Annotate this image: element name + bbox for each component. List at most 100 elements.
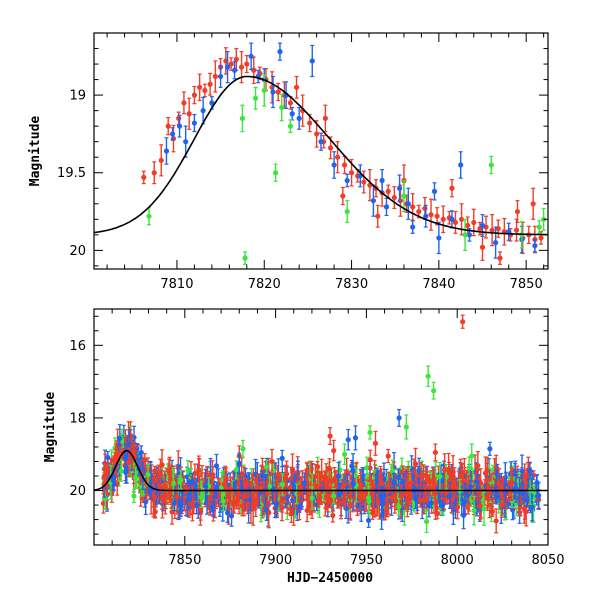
data-point — [460, 314, 466, 329]
data-point — [449, 179, 455, 198]
data-point — [279, 473, 286, 496]
data-point — [344, 173, 350, 188]
data-point — [251, 56, 257, 85]
data-point — [209, 460, 216, 496]
data-point — [432, 485, 439, 520]
data-point — [425, 365, 431, 387]
data-point — [255, 69, 261, 84]
top-panel-y-axis-label: Magnitude — [28, 116, 43, 187]
data-point — [301, 476, 308, 490]
data-point — [319, 458, 325, 494]
data-point — [488, 155, 494, 175]
data-point — [296, 106, 302, 130]
data-point — [309, 44, 315, 78]
data-point — [224, 51, 231, 84]
data-point — [273, 163, 279, 182]
data-point — [104, 461, 111, 477]
data-point — [375, 204, 381, 228]
data-point — [344, 200, 350, 224]
data-point — [447, 481, 453, 509]
data-point — [138, 445, 144, 460]
data-point — [314, 120, 320, 148]
data-point — [403, 414, 409, 440]
data-point — [225, 502, 231, 524]
y-tick-label: 20 — [69, 484, 86, 499]
data-point — [233, 460, 239, 480]
data-point — [279, 93, 285, 122]
data-point — [287, 119, 294, 133]
data-point — [101, 462, 107, 493]
data-point — [424, 510, 430, 533]
data-point — [385, 448, 391, 464]
data-point — [304, 461, 310, 479]
data-point — [217, 65, 224, 88]
x-tick-label: 7820 — [248, 277, 281, 292]
data-point — [228, 57, 234, 71]
data-point — [161, 470, 167, 504]
top-panel-model-curve — [94, 75, 548, 236]
data-point — [141, 170, 147, 185]
data-point — [430, 381, 437, 400]
top-panel-tick-labels: 7810 7820 7830 7840 7850 19 19.5 20 — [57, 89, 543, 292]
data-point — [369, 505, 376, 520]
data-point — [296, 484, 303, 504]
data-point — [118, 459, 124, 482]
data-point — [165, 117, 171, 136]
x-tick-label: 8050 — [531, 553, 564, 568]
data-point — [441, 453, 448, 487]
data-point — [251, 492, 257, 508]
data-point — [248, 42, 254, 71]
data-point — [471, 495, 477, 526]
data-point — [191, 85, 198, 105]
data-point — [410, 193, 416, 221]
data-point — [497, 251, 503, 265]
data-point — [514, 200, 521, 224]
data-point — [167, 456, 173, 489]
data-point — [331, 439, 337, 462]
data-point — [530, 187, 536, 220]
data-point — [352, 425, 359, 451]
data-point — [428, 198, 434, 231]
data-point — [360, 468, 367, 486]
y-tick-label: 19 — [69, 89, 86, 104]
data-point — [279, 449, 285, 467]
data-point — [239, 104, 246, 133]
bottom-panel-model-curve — [94, 449, 548, 492]
data-point — [458, 151, 464, 179]
data-point — [396, 174, 403, 203]
data-point — [350, 471, 356, 497]
data-point — [207, 72, 213, 96]
data-point — [191, 113, 198, 133]
data-point — [283, 460, 290, 488]
x-tick-label: 8000 — [441, 553, 474, 568]
data-point — [393, 491, 399, 511]
data-point — [391, 186, 397, 210]
top-panel-ticks — [94, 32, 548, 269]
data-point — [335, 497, 341, 509]
top-panel-frame — [93, 32, 549, 270]
data-point — [287, 478, 293, 497]
data-point — [401, 179, 407, 213]
data-point — [396, 497, 402, 516]
data-point — [266, 476, 273, 497]
data-point — [105, 450, 111, 464]
data-point — [174, 479, 180, 515]
data-point — [327, 427, 333, 446]
data-point — [151, 480, 158, 515]
data-point — [454, 495, 461, 520]
data-point — [385, 184, 391, 199]
data-point — [176, 114, 183, 138]
data-point — [277, 42, 283, 61]
data-point — [477, 491, 483, 521]
y-tick-label: 18 — [69, 411, 86, 426]
data-point — [524, 492, 531, 507]
data-point — [221, 476, 227, 492]
data-point — [152, 465, 158, 477]
data-point — [178, 470, 184, 490]
data-point — [330, 508, 336, 523]
y-tick-label: 19.5 — [57, 166, 86, 181]
data-point — [536, 220, 542, 234]
data-point — [427, 478, 433, 497]
data-point — [223, 471, 229, 505]
